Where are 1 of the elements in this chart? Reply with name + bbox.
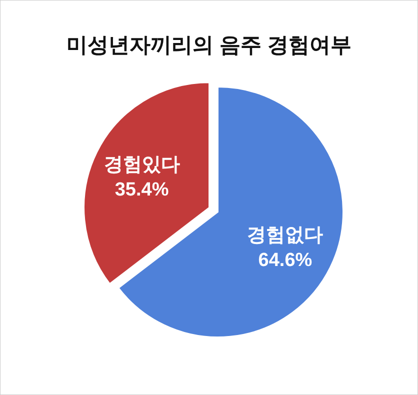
- title: 미성년자끼리의 음주 경험여부: [66, 34, 352, 57]
